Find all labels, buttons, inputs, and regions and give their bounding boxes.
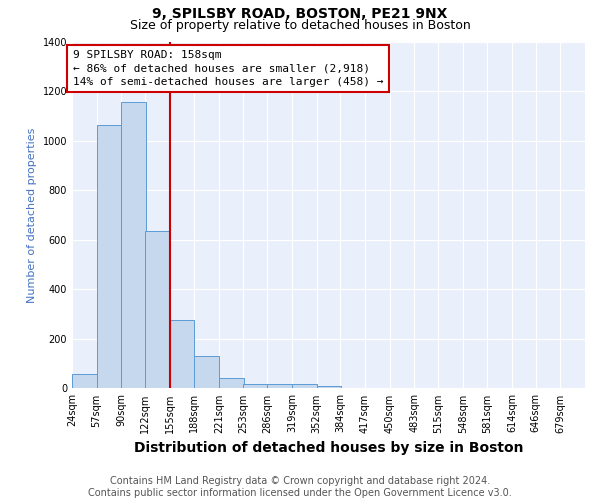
Text: 9 SPILSBY ROAD: 158sqm
← 86% of detached houses are smaller (2,918)
14% of semi-: 9 SPILSBY ROAD: 158sqm ← 86% of detached…: [73, 50, 383, 86]
Bar: [194, 356, 219, 388]
Bar: [268, 384, 292, 388]
Bar: [243, 384, 268, 388]
Bar: [219, 378, 244, 388]
Text: Contains HM Land Registry data © Crown copyright and database right 2024.
Contai: Contains HM Land Registry data © Crown c…: [88, 476, 512, 498]
Bar: [72, 374, 97, 388]
Bar: [170, 320, 194, 388]
X-axis label: Distribution of detached houses by size in Boston: Distribution of detached houses by size …: [134, 441, 523, 455]
Bar: [145, 231, 170, 388]
Bar: [121, 102, 146, 389]
Y-axis label: Number of detached properties: Number of detached properties: [27, 128, 37, 302]
Bar: [97, 124, 121, 388]
Text: Size of property relative to detached houses in Boston: Size of property relative to detached ho…: [130, 19, 470, 32]
Bar: [292, 384, 317, 388]
Bar: [317, 386, 341, 388]
Text: 9, SPILSBY ROAD, BOSTON, PE21 9NX: 9, SPILSBY ROAD, BOSTON, PE21 9NX: [152, 8, 448, 22]
